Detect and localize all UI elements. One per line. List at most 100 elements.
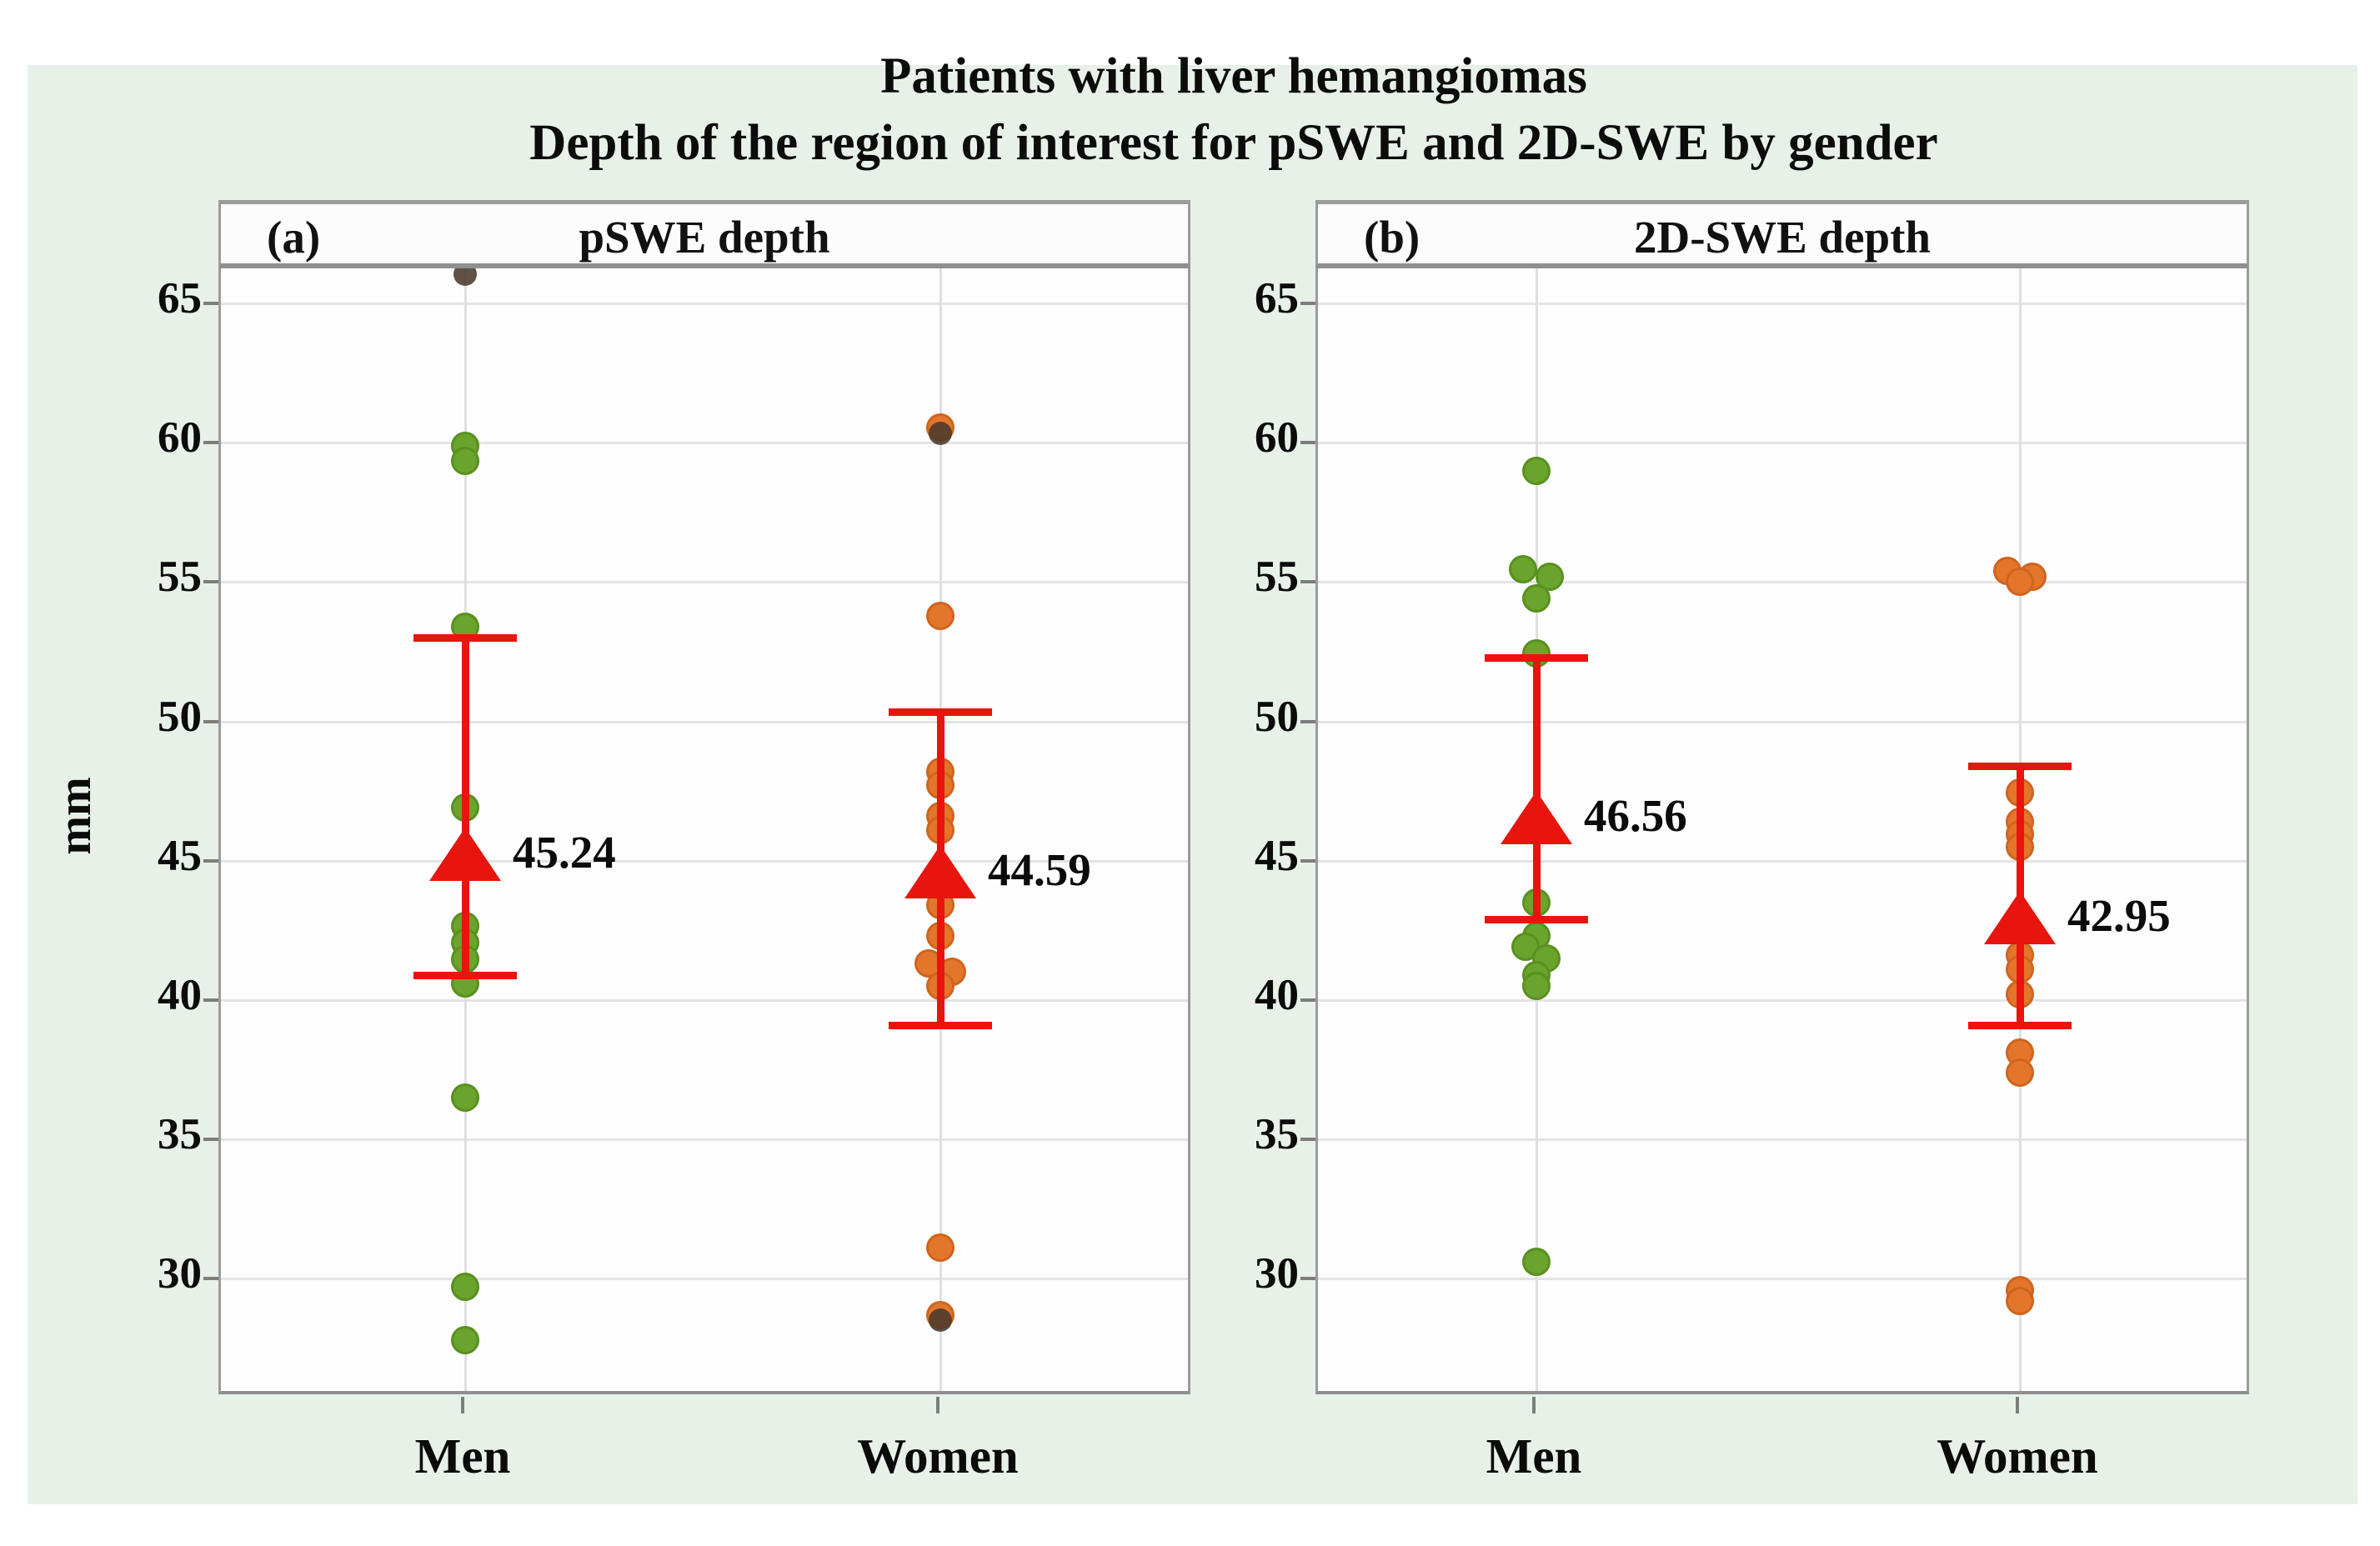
y-tick-label-60: 60 xyxy=(1255,413,1299,463)
gridline-h-45 xyxy=(1318,859,2247,863)
mean-marker-men xyxy=(429,827,501,881)
data-point-men xyxy=(451,1083,479,1112)
panel-header-b: (b) 2D-SWE depth xyxy=(1315,200,2249,268)
data-point-women xyxy=(2006,1286,2034,1315)
data-point-men xyxy=(451,1273,479,1302)
data-point-men xyxy=(1522,456,1551,485)
gridline-h-30 xyxy=(221,1278,1188,1281)
data-point-women xyxy=(2006,1058,2034,1087)
y-tick-mark-65 xyxy=(203,302,218,306)
mean-value-label-men: 45.24 xyxy=(513,826,616,878)
ci-cap-bottom-women xyxy=(1968,1021,2072,1029)
x-tick-mark-women xyxy=(2016,1397,2019,1413)
data-point-women xyxy=(929,1308,952,1333)
gridline-h-60 xyxy=(1318,442,2247,445)
gridline-h-45 xyxy=(221,859,1188,863)
data-point-men xyxy=(451,447,479,475)
ci-bar-men xyxy=(1532,657,1541,919)
gridline-h-55 xyxy=(1318,581,2247,584)
mean-marker-women xyxy=(1984,891,2056,945)
y-tick-mark-35 xyxy=(203,1138,218,1142)
panel-tag: (b) xyxy=(1364,212,1420,263)
y-tick-mark-60 xyxy=(203,441,218,445)
y-tick-mark-60 xyxy=(1300,441,1315,445)
y-tick-label-55: 55 xyxy=(1255,553,1299,602)
panel-title: 2D-SWE depth xyxy=(1633,212,1932,263)
data-point-women xyxy=(926,601,955,630)
y-tick-label-50: 50 xyxy=(1255,692,1299,741)
y-tick-mark-55 xyxy=(203,580,218,584)
gridline-h-65 xyxy=(221,303,1188,306)
y-tick-mark-55 xyxy=(1300,580,1315,584)
y-tick-label-45: 45 xyxy=(158,831,202,880)
ci-cap-top-men xyxy=(413,634,517,643)
data-point-men xyxy=(1522,584,1551,613)
gridline-h-40 xyxy=(221,998,1188,1002)
y-tick-mark-30 xyxy=(1300,1277,1315,1281)
gridline-h-35 xyxy=(1318,1138,2247,1142)
y-tick-mark-35 xyxy=(1300,1138,1315,1142)
y-tick-label-30: 30 xyxy=(1255,1249,1299,1298)
data-point-men xyxy=(451,1325,479,1354)
y-tick-label-40: 40 xyxy=(1255,970,1299,1019)
gridline-h-60 xyxy=(221,442,1188,445)
gridline-h-55 xyxy=(221,581,1188,584)
panel-tag: (a) xyxy=(267,212,321,263)
y-tick-label-60: 60 xyxy=(158,413,202,463)
gridline-h-30 xyxy=(1318,1278,2247,1281)
x-category-label-women: Women xyxy=(857,1428,1019,1483)
chart-title: Patients with liver hemangiomas Depth of… xyxy=(218,43,2249,177)
x-tick-mark-men xyxy=(1532,1397,1536,1413)
plot-area-b xyxy=(1315,268,2249,1394)
data-point-women xyxy=(926,1233,955,1263)
ci-cap-bottom-men xyxy=(1485,915,1588,923)
ci-bar-men xyxy=(461,638,469,975)
y-tick-mark-50 xyxy=(1300,719,1315,723)
y-tick-label-55: 55 xyxy=(158,553,202,602)
x-tick-mark-women xyxy=(936,1397,939,1413)
x-category-label-men: Men xyxy=(414,1428,511,1483)
ci-cap-top-women xyxy=(1968,763,2072,771)
y-axis-title: mm xyxy=(49,777,101,855)
y-tick-label-35: 35 xyxy=(1255,1110,1299,1159)
y-tick-mark-65 xyxy=(1300,302,1315,306)
mean-value-label-women: 44.59 xyxy=(988,844,1091,896)
y-tick-mark-50 xyxy=(203,719,218,723)
mean-value-label-men: 46.56 xyxy=(1584,789,1687,841)
y-tick-label-35: 35 xyxy=(158,1110,202,1159)
gridline-h-40 xyxy=(1318,998,2247,1002)
ci-cap-top-men xyxy=(1485,653,1588,662)
y-tick-mark-40 xyxy=(203,998,218,1002)
data-point-men xyxy=(1522,1248,1551,1277)
x-category-label-men: Men xyxy=(1486,1428,1582,1483)
gridline-h-50 xyxy=(1318,720,2247,723)
gridline-h-50 xyxy=(221,720,1188,723)
y-tick-mark-45 xyxy=(1300,858,1315,863)
y-tick-mark-30 xyxy=(203,1277,218,1281)
ci-cap-bottom-women xyxy=(889,1021,992,1029)
y-tick-mark-45 xyxy=(203,858,218,863)
data-point-men xyxy=(1509,555,1537,584)
gridline-h-35 xyxy=(221,1138,1188,1142)
y-tick-label-65: 65 xyxy=(158,274,202,323)
ci-cap-bottom-men xyxy=(413,971,517,979)
mean-marker-women xyxy=(904,845,976,899)
y-tick-label-50: 50 xyxy=(158,692,202,741)
panel-title: pSWE depth xyxy=(579,212,830,263)
y-tick-label-65: 65 xyxy=(1255,274,1299,323)
mean-value-label-women: 42.95 xyxy=(2067,890,2171,942)
chart-title-line1: Patients with liver hemangiomas xyxy=(880,48,1587,104)
y-tick-label-30: 30 xyxy=(158,1249,202,1298)
x-tick-mark-men xyxy=(461,1397,464,1413)
y-tick-label-40: 40 xyxy=(158,970,202,1019)
y-tick-mark-40 xyxy=(1300,998,1315,1002)
data-point-women xyxy=(2006,568,2034,597)
plot-area-a xyxy=(218,268,1190,1394)
data-point-men xyxy=(1522,972,1551,1001)
gridline-h-65 xyxy=(1318,303,2247,306)
panel-header-a: (a) pSWE depth xyxy=(218,200,1190,268)
chart-title-line2: Depth of the region of interest for pSWE… xyxy=(529,115,1938,171)
y-tick-label-45: 45 xyxy=(1255,831,1299,880)
x-category-label-women: Women xyxy=(1937,1428,2098,1483)
data-point-women xyxy=(929,421,952,445)
